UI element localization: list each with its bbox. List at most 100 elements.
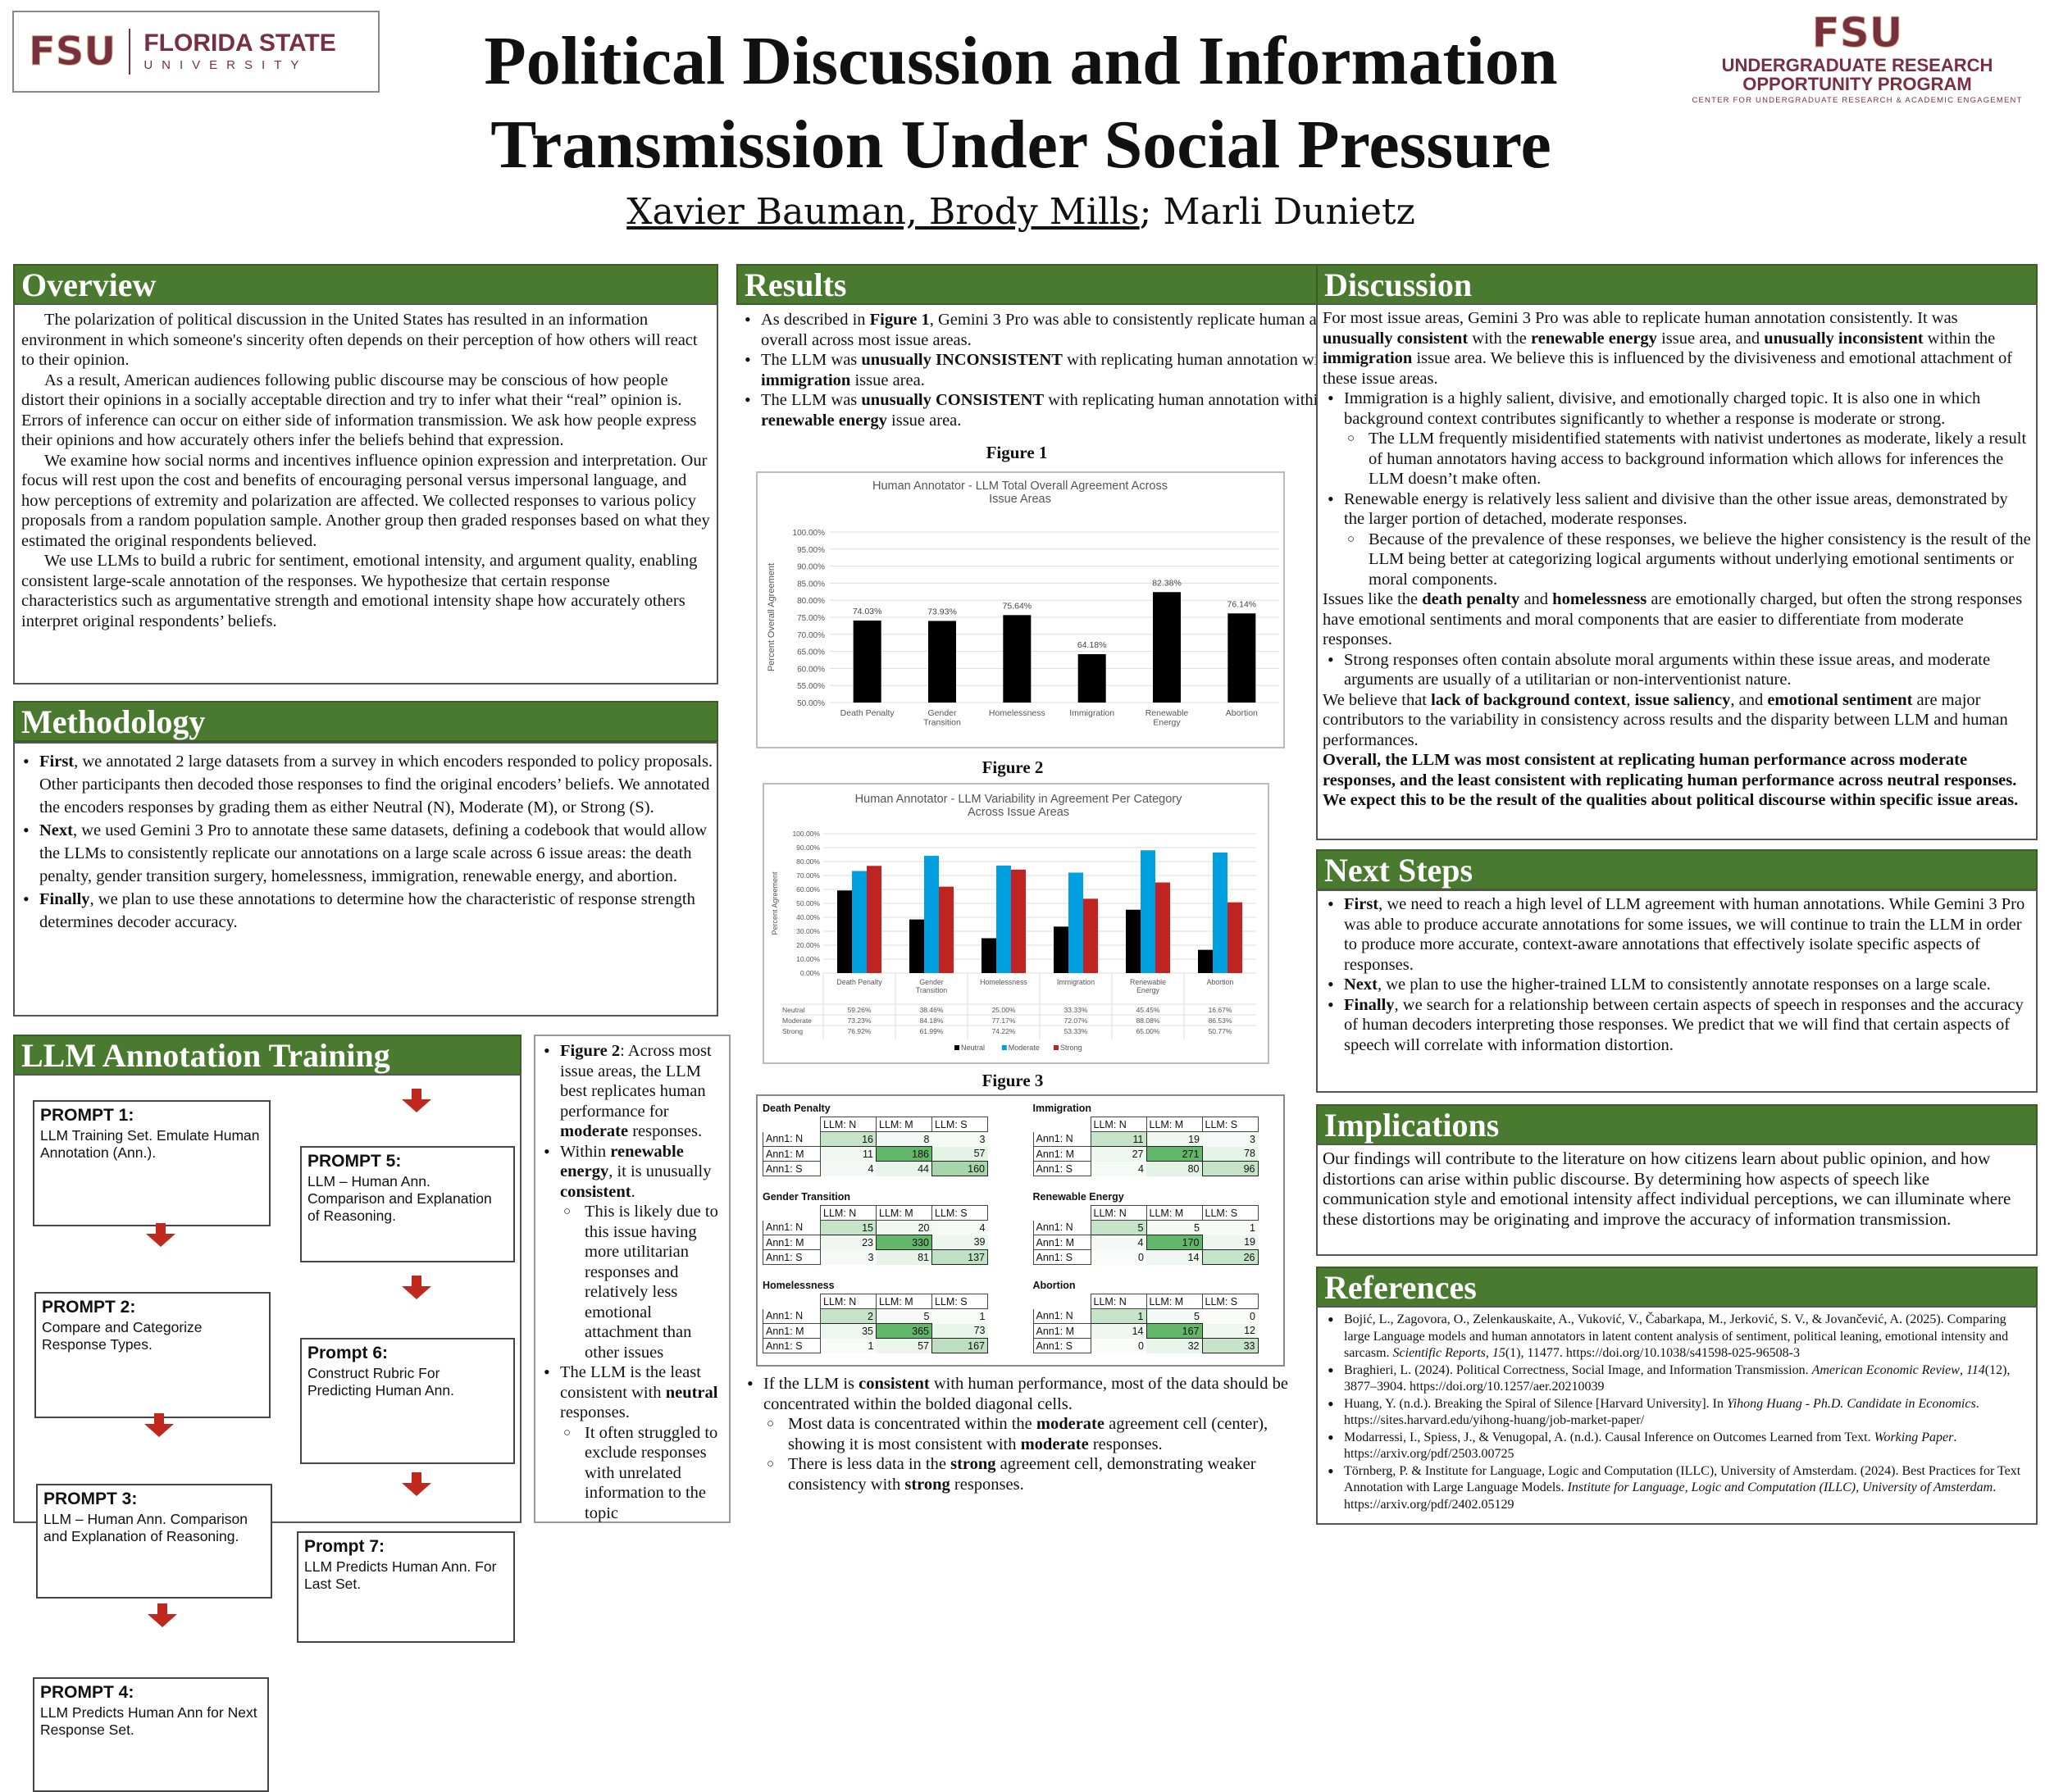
y-tick-label: 65.00% [797,648,825,657]
data-table-cell: 38.46% [920,1006,944,1014]
data-table-cell: 50.77% [1209,1027,1232,1035]
references-section: Bojić, L., Zagovora, O., Zelenkauskaite,… [1316,1306,2038,1525]
column-header: LLM: S [1201,1205,1259,1221]
text-run: , [1959,1362,1966,1377]
table-cell: 73 [931,1323,988,1339]
y-axis-label: Percent Overall Agreement [767,563,777,671]
text-run: American Economic Review [1811,1362,1960,1377]
bar-strong [1011,869,1026,973]
table-cell: 44 [876,1161,932,1176]
text-run: immigration [1323,349,1413,367]
table-cell: 365 [876,1323,932,1339]
data-table-cell: 77.17% [992,1017,1016,1025]
text-run: 15 [1492,1346,1505,1360]
text-run: responses. [560,1403,630,1421]
confusion-table-title: Death Penalty [763,1103,831,1114]
text-run: The LLM frequently misidentified stateme… [1369,430,2027,488]
confusion-table-title: Immigration [1032,1103,1092,1114]
data-table-cell: 86.53% [1209,1017,1232,1025]
figure2-caption: Figure 2 [982,757,1044,777]
text-run: Most data is concentrated within the [788,1415,1036,1433]
row-header: Ann1: M [1032,1323,1091,1339]
y-tick-label: 85.00% [797,580,825,589]
table-cell: 167 [931,1338,988,1353]
text-run: Institute for Language, Logic and Comput… [1567,1480,1993,1494]
prompt-box: PROMPT 1: LLM Training Set. Emulate Human… [33,1100,271,1226]
y-tick-label: 55.00% [797,682,825,691]
table-cell: 1 [1090,1308,1147,1324]
confusion-table: Abortion LLM: N LLM: M LLM: S Ann1: N 1 5 0 Ann1… [1032,1280,1279,1358]
text-run: Huang, Y. (n.d.). Breaking the Spiral of… [1344,1396,1727,1411]
table-cell: 5 [876,1308,932,1324]
table-cell: 81 [876,1249,932,1265]
table-cell: 170 [1145,1235,1203,1250]
list-item: Strong responses often contain absolute … [1323,650,2031,690]
confusion-table: Gender Transition LLM: N LLM: M LLM: S Ann1:… [763,1191,1009,1270]
column-header: LLM: N [820,1294,877,1309]
text-run: Renewable energy is relatively less sali… [1344,489,2008,529]
text-run: renewable energy [560,1142,684,1181]
x-tick-label: Abortion [1226,708,1258,718]
text-run: unusually inconsistent [1764,329,1924,348]
table-cell: 3 [820,1249,877,1265]
list-item: Most data is concentrated within the mod… [742,1414,1308,1454]
poster-title: Political Discussion and Information Tra… [385,20,1656,187]
text-run: unusually CONSISTENT [861,391,1045,409]
y-tick-label: 40.00% [796,913,820,921]
legend-swatch [1001,1045,1007,1050]
text-run: There is less data in the [788,1455,951,1473]
text-run: responses. [950,1475,1024,1494]
text-run: As a result, American audiences followin… [21,371,697,450]
text-run: lack of background context [1431,690,1627,709]
list-item: Next, we plan to use the higher-trained … [1323,975,2031,995]
y-tick-label: 75.00% [797,614,825,623]
paragraph: Issues like the death penalty and homele… [1323,589,2031,650]
table-cell: 5 [1146,1308,1202,1324]
table-cell: 14 [1146,1249,1202,1265]
prompt-body: LLM Predicts Human Ann for Next Response… [40,1704,257,1738]
prompt-title: PROMPT 1: [40,1106,134,1125]
corner-cell [1033,1117,1091,1132]
list-item: Within renewable energy, it is unusually… [539,1142,726,1203]
table-cell: 0 [1091,1249,1146,1265]
table-cell: 19 [1146,1131,1202,1147]
column-header: LLM: N [820,1117,877,1132]
text-run: . https://arxiv.org/pdf/2503.00725 [1344,1430,1957,1462]
text-run: , we search for a relationship between c… [1344,995,2024,1054]
row-header: Ann1: S [1032,1249,1091,1265]
methodology-heading: Methodology [13,701,718,742]
table: LLM: N LLM: M LLM: S Ann1: N 2 5 1 Ann1: M 35 365… [763,1294,988,1353]
text-run: For most issue areas, Gemini 3 Pro was a… [1323,309,1958,327]
text-run: The polarization of political discussion… [21,311,698,369]
text-run: are emotionally charged, but often the s… [1323,590,2023,648]
row-header: Ann1: N [763,1131,821,1147]
data-label: 75.64% [1003,601,1032,611]
column-header: LLM: N [820,1205,877,1221]
table-cell: 5 [1090,1220,1147,1235]
table-cell: 8 [876,1131,932,1147]
y-tick-label: 90.00% [797,563,825,572]
prompt-body: LLM Predicts Human Ann. For Last Set. [304,1558,497,1592]
text-run: with replicating human annotation within… [1044,391,1351,409]
overview-section: The polarization of political discussion… [13,303,718,685]
text-run: death penalty [1422,590,1520,608]
text-run: : Across most issue areas, the LLM best … [560,1042,712,1121]
column-header: LLM: M [1145,1117,1203,1132]
text-run: , and [1730,690,1768,709]
bar-moderate [852,871,867,973]
figure1-caption: Figure 1 [986,443,1048,462]
paragraph: The polarization of political discussion… [21,310,710,371]
text-run: , it is unusually [608,1162,712,1180]
text-run: issue area. We believe this is influence… [1323,349,2013,388]
text-run: issue area. [886,411,962,430]
references-heading: References [1316,1267,2038,1308]
y-tick-label: 50.00% [797,699,825,708]
prompt-body: Construct Rubric For Predicting Human An… [307,1365,454,1399]
data-table-cell: 59.26% [848,1006,872,1014]
prompt-title: Prompt 6: [307,1344,389,1362]
text-run: , we used Gemini 3 Pro to annotate these… [39,821,708,885]
text-run: unusually consistent [1323,329,1469,348]
table-row: Ann1: N 15 20 4 [763,1220,988,1235]
y-tick-label: 60.00% [796,885,820,894]
list-item: First, we need to reach a high level of … [1323,894,2031,975]
